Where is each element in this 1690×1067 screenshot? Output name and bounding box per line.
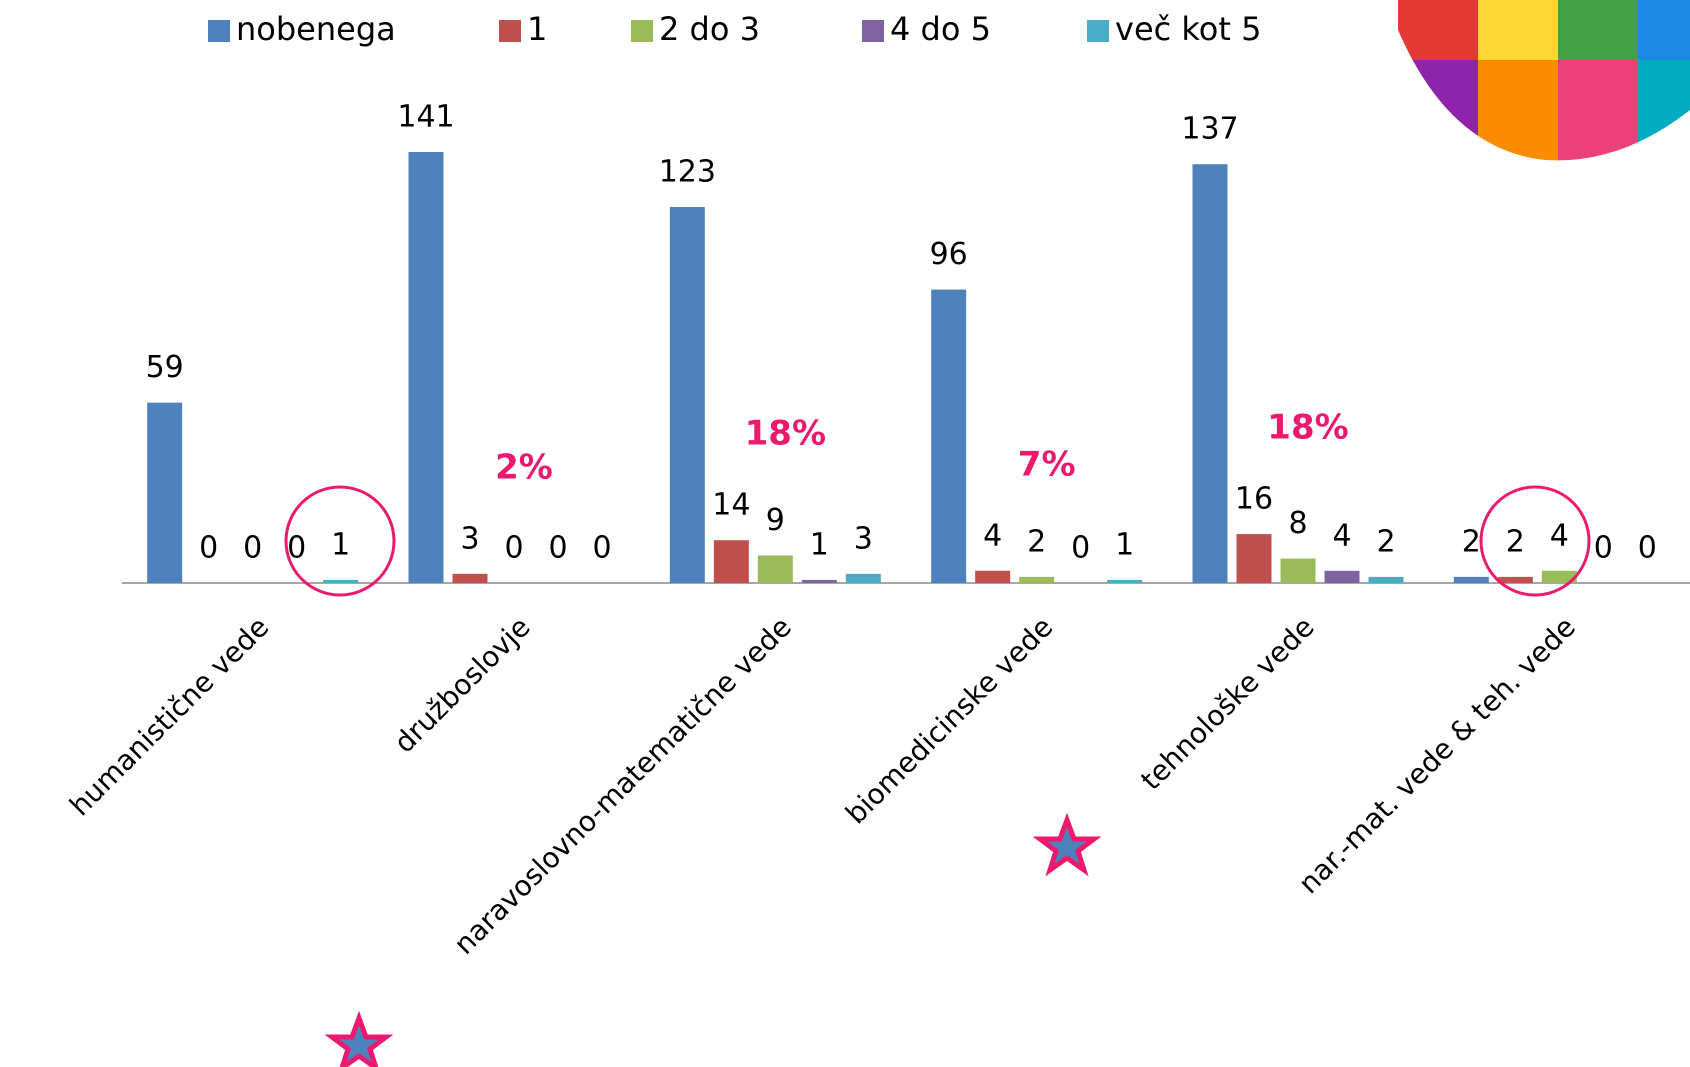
annotation: 7% bbox=[1018, 444, 1076, 484]
bar bbox=[1541, 570, 1577, 583]
data-label: 3 bbox=[854, 521, 873, 556]
data-label: 2 bbox=[1376, 524, 1395, 559]
legend-label: 4 do 5 bbox=[890, 10, 991, 48]
x-tick-label: družboslovje bbox=[388, 610, 537, 759]
star-icon bbox=[1032, 812, 1102, 877]
bar bbox=[1324, 570, 1360, 583]
bar bbox=[1497, 576, 1533, 583]
legend-label: več kot 5 bbox=[1115, 10, 1261, 48]
bar bbox=[408, 152, 444, 583]
data-label: 96 bbox=[930, 237, 968, 272]
data-label: 2 bbox=[1506, 524, 1525, 559]
data-label: 0 bbox=[548, 531, 567, 566]
data-label: 1 bbox=[1115, 527, 1134, 562]
x-tick-label: biomedicinske vede bbox=[839, 610, 1059, 830]
bar bbox=[1453, 576, 1489, 583]
legend-label: 1 bbox=[527, 10, 547, 48]
annotation: 2% bbox=[495, 447, 553, 487]
bar bbox=[931, 289, 967, 583]
annotation: 18% bbox=[745, 414, 826, 454]
data-label: 59 bbox=[146, 350, 184, 385]
data-label: 2 bbox=[1027, 524, 1046, 559]
data-label: 0 bbox=[1594, 531, 1613, 566]
data-label: 137 bbox=[1181, 112, 1238, 147]
data-label: 0 bbox=[1071, 531, 1090, 566]
x-tick-label: humanistične vede bbox=[63, 610, 275, 822]
data-label: 14 bbox=[712, 488, 750, 523]
bar bbox=[713, 540, 749, 583]
data-label: 4 bbox=[983, 518, 1002, 553]
data-label: 0 bbox=[243, 531, 262, 566]
data-label: 4 bbox=[1332, 518, 1351, 553]
data-label: 2 bbox=[1462, 524, 1481, 559]
data-label: 9 bbox=[766, 503, 785, 538]
bar bbox=[975, 570, 1011, 583]
bar bbox=[801, 579, 837, 583]
bar bbox=[452, 573, 488, 583]
highlight-circle bbox=[1479, 485, 1591, 597]
data-label: 141 bbox=[397, 100, 454, 135]
data-label: 4 bbox=[1550, 518, 1569, 553]
bar bbox=[1019, 576, 1055, 583]
star-icon bbox=[324, 1010, 394, 1067]
data-label: 3 bbox=[460, 521, 479, 556]
x-tick-label: tehnološke vede bbox=[1134, 610, 1320, 796]
legend-swatch bbox=[631, 20, 653, 42]
legend-swatch bbox=[1087, 20, 1109, 42]
bar bbox=[1368, 576, 1404, 583]
legend-swatch bbox=[862, 20, 884, 42]
bar bbox=[845, 573, 881, 583]
bar bbox=[1280, 558, 1316, 583]
data-label: 16 bbox=[1235, 482, 1273, 517]
data-label: 0 bbox=[199, 531, 218, 566]
bar bbox=[1192, 164, 1228, 584]
x-tick-label: nar.-mat. vede & teh. vede bbox=[1292, 610, 1582, 900]
legend-label: nobenega bbox=[236, 10, 396, 48]
legend-label: 2 do 3 bbox=[659, 10, 760, 48]
data-label: 0 bbox=[1638, 531, 1657, 566]
legend-swatch bbox=[208, 20, 230, 42]
bar bbox=[1236, 534, 1272, 583]
bar bbox=[669, 207, 705, 583]
balloon-decoration bbox=[1398, 0, 1690, 161]
bar bbox=[757, 555, 793, 583]
data-label: 1 bbox=[810, 527, 829, 562]
data-label: 0 bbox=[504, 531, 523, 566]
bar bbox=[323, 579, 359, 583]
bar bbox=[147, 402, 183, 583]
data-label: 123 bbox=[659, 155, 716, 190]
data-label: 1 bbox=[331, 527, 350, 562]
highlight-circle bbox=[284, 485, 396, 597]
annotation: 18% bbox=[1267, 408, 1348, 448]
legend-swatch bbox=[499, 20, 521, 42]
data-label: 0 bbox=[592, 531, 611, 566]
bar bbox=[1107, 579, 1143, 583]
data-label: 8 bbox=[1288, 506, 1307, 541]
data-label: 0 bbox=[287, 531, 306, 566]
